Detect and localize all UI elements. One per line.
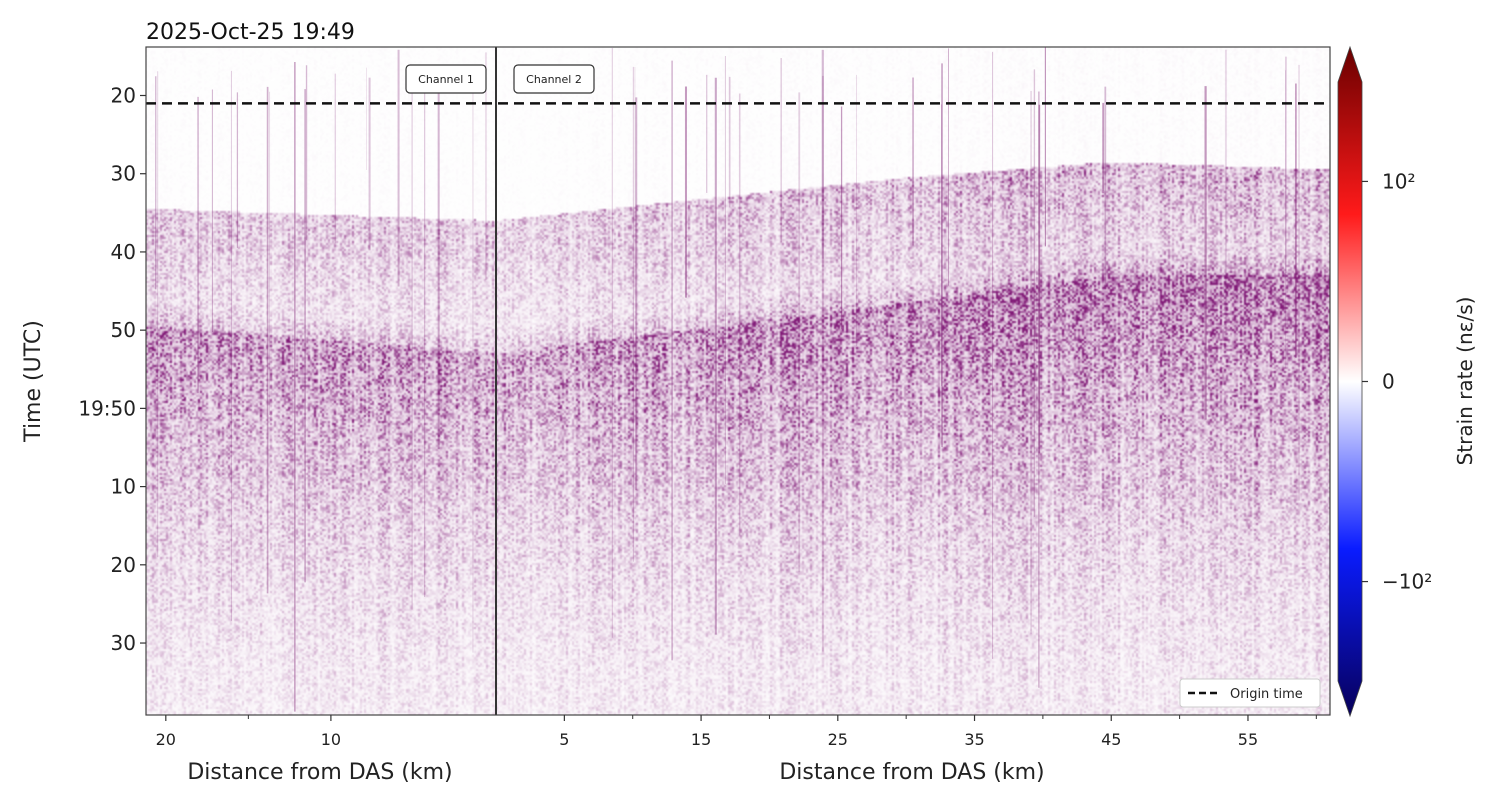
- legend-box: [1179, 678, 1321, 708]
- colorbar: 10² 0 −10² Strain rate (nε/s): [1337, 45, 1477, 718]
- x-tick-label: 45: [1101, 730, 1121, 749]
- y-axis: 20 30 40 50 19:50 10 20 30: [78, 83, 146, 655]
- x-axis-label-left: Distance from DAS (km): [187, 760, 452, 785]
- x-tick-label: 10: [321, 730, 341, 749]
- channel-1-label: Channel 1: [418, 73, 474, 86]
- x-tick-label: 20: [156, 730, 176, 749]
- y-tick-label: 20: [111, 83, 136, 107]
- channel-2-label-box: Channel 2: [513, 64, 595, 94]
- y-tick-label: 10: [111, 475, 136, 499]
- colorbar-tick-label: 0: [1382, 370, 1395, 394]
- y-axis-label: Time (UTC): [21, 320, 46, 443]
- y-tick-label: 30: [111, 162, 136, 186]
- x-axis: 20 10 5 15 25 35 45 55: [156, 715, 1317, 749]
- y-tick-label: 19:50: [78, 396, 136, 420]
- plot-frame: [145, 46, 1331, 716]
- y-tick-label: 50: [111, 318, 136, 342]
- x-tick-label: 55: [1238, 730, 1258, 749]
- trace-stripes: [155, 47, 1300, 712]
- y-tick-label: 30: [111, 631, 136, 655]
- legend: Origin time: [1179, 678, 1321, 708]
- colorbar-body: [1337, 45, 1363, 718]
- colorbar-tick-label: −10²: [1382, 570, 1432, 594]
- colorbar-label: Strain rate (nε/s): [1453, 297, 1477, 466]
- legend-entry-origin-time: Origin time: [1230, 687, 1303, 702]
- y-tick-label: 40: [111, 240, 136, 264]
- x-axis-label-right: Distance from DAS (km): [779, 760, 1044, 785]
- x-tick-label: 15: [691, 730, 711, 749]
- colorbar-tick-label: 10²: [1382, 169, 1415, 193]
- chart-title: 2025-Oct-25 19:49: [146, 20, 355, 45]
- y-tick-label: 20: [111, 553, 136, 577]
- colorbar-ticks: 10² 0 −10²: [1362, 169, 1432, 594]
- plot-area: [145, 46, 1331, 716]
- wavefield-heatmap: [146, 47, 1330, 715]
- channel-1-label-box: Channel 1: [405, 64, 487, 94]
- channel-2-label: Channel 2: [526, 73, 582, 86]
- x-tick-label: 35: [964, 730, 984, 749]
- x-tick-label: 5: [559, 730, 569, 749]
- x-tick-label: 25: [828, 730, 848, 749]
